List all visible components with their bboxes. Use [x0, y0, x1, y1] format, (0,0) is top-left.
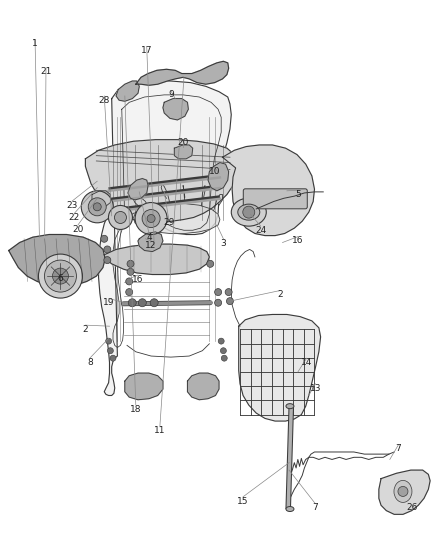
Polygon shape [9, 235, 105, 287]
Text: 28: 28 [99, 96, 110, 104]
Text: 22: 22 [69, 213, 80, 222]
Text: 16: 16 [292, 237, 304, 245]
Polygon shape [223, 145, 314, 236]
Ellipse shape [238, 204, 260, 220]
Polygon shape [174, 145, 193, 159]
Circle shape [220, 348, 226, 354]
Ellipse shape [231, 198, 266, 226]
Ellipse shape [286, 506, 294, 512]
Circle shape [53, 268, 68, 284]
Circle shape [101, 235, 108, 243]
Text: 9: 9 [168, 91, 174, 99]
Polygon shape [134, 204, 220, 233]
Text: 14: 14 [301, 358, 312, 367]
Text: 15: 15 [237, 497, 249, 505]
Circle shape [44, 260, 77, 292]
Text: 29: 29 [163, 219, 174, 227]
Text: 17: 17 [141, 46, 152, 55]
Polygon shape [379, 470, 430, 514]
Polygon shape [116, 81, 139, 101]
Circle shape [104, 246, 111, 253]
Polygon shape [92, 191, 110, 207]
Circle shape [215, 299, 222, 306]
Circle shape [135, 203, 167, 235]
Circle shape [110, 355, 116, 361]
Circle shape [243, 206, 255, 218]
Circle shape [127, 260, 134, 268]
Text: 7: 7 [396, 445, 402, 453]
Circle shape [215, 288, 222, 296]
Circle shape [126, 278, 133, 285]
FancyBboxPatch shape [243, 189, 307, 209]
Circle shape [114, 212, 127, 223]
Text: 23: 23 [67, 201, 78, 209]
Circle shape [127, 268, 134, 276]
Circle shape [39, 254, 82, 298]
Ellipse shape [286, 403, 294, 409]
Circle shape [398, 487, 408, 496]
Text: 13: 13 [310, 384, 321, 392]
Polygon shape [138, 232, 163, 252]
Circle shape [81, 191, 113, 223]
Circle shape [142, 209, 160, 228]
Text: 16: 16 [132, 275, 144, 284]
Polygon shape [104, 244, 209, 274]
Text: 8: 8 [87, 358, 93, 367]
Ellipse shape [394, 480, 412, 503]
Text: 26: 26 [406, 503, 417, 512]
Circle shape [88, 198, 106, 216]
Polygon shape [163, 99, 188, 120]
Text: 2: 2 [83, 325, 88, 334]
Circle shape [147, 214, 155, 223]
Polygon shape [85, 140, 239, 223]
Text: 5: 5 [295, 190, 301, 199]
Text: 18: 18 [130, 405, 141, 414]
Text: 2: 2 [278, 290, 283, 298]
Circle shape [106, 338, 112, 344]
Text: 1: 1 [32, 39, 38, 48]
Circle shape [221, 355, 227, 361]
Polygon shape [99, 81, 231, 395]
Circle shape [207, 260, 214, 268]
Text: 20: 20 [177, 139, 189, 147]
Text: 19: 19 [103, 298, 114, 307]
Circle shape [109, 205, 132, 230]
Circle shape [128, 298, 136, 307]
Polygon shape [187, 373, 219, 400]
Text: 20: 20 [72, 225, 84, 233]
Circle shape [104, 256, 111, 264]
Circle shape [93, 203, 101, 211]
Polygon shape [136, 61, 229, 85]
Circle shape [150, 298, 158, 307]
Text: 6: 6 [57, 274, 64, 282]
Polygon shape [208, 163, 229, 191]
Circle shape [126, 288, 133, 296]
Text: 24: 24 [255, 226, 266, 235]
Text: 12: 12 [145, 241, 157, 249]
Text: 4: 4 [146, 233, 152, 241]
Circle shape [225, 288, 232, 296]
Text: 10: 10 [209, 167, 220, 176]
Polygon shape [239, 314, 321, 421]
Text: 3: 3 [220, 239, 226, 247]
Circle shape [226, 297, 233, 305]
Text: 7: 7 [312, 503, 318, 512]
Polygon shape [128, 179, 148, 200]
Polygon shape [125, 373, 163, 400]
Circle shape [138, 298, 146, 307]
Text: 21: 21 [40, 68, 52, 76]
Text: 11: 11 [154, 426, 166, 435]
Circle shape [218, 338, 224, 344]
Circle shape [107, 348, 113, 354]
